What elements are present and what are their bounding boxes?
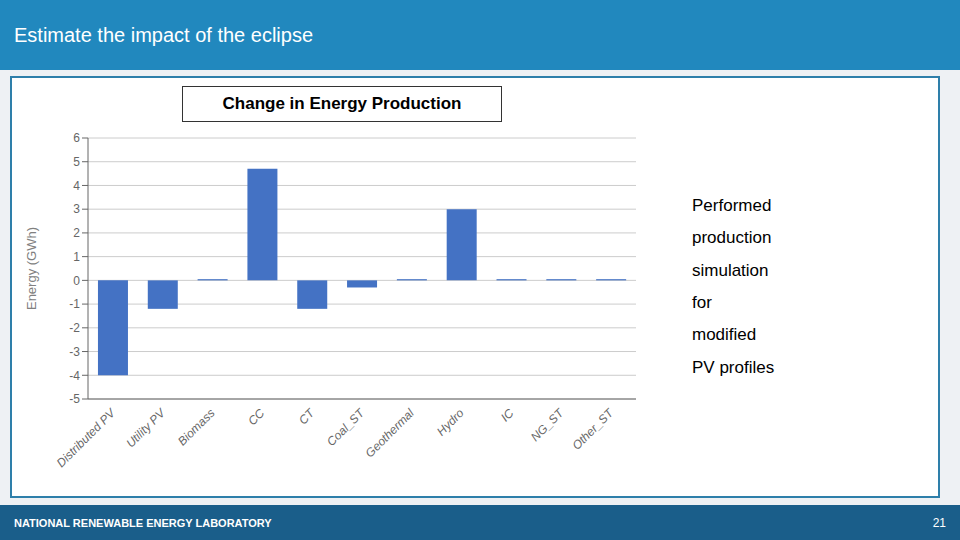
svg-text:-4: -4 <box>69 369 80 383</box>
svg-text:3: 3 <box>73 202 80 216</box>
html-text:for: for <box>692 293 712 312</box>
html-text:simulation: simulation <box>692 260 769 280</box>
svg-text:0: 0 <box>73 274 80 288</box>
svg-text:Geothermal: Geothermal <box>363 406 417 460</box>
html-text:Performed: Performed <box>692 196 772 216</box>
html-text:Estimate the impact of the ecl: Estimate the impact of the eclipse <box>14 23 313 46</box>
svg-text:Other_ST: Other_ST <box>569 405 617 453</box>
svg-text:CC: CC <box>245 406 267 428</box>
svg-text:IC: IC <box>498 406 517 425</box>
svg-text:Biomass: Biomass <box>175 406 217 448</box>
html-text:21: 21 <box>932 515 946 530</box>
svg-text:NG_ST: NG_ST <box>528 405 567 444</box>
svg-text:-5: -5 <box>69 392 80 406</box>
svg-text:1: 1 <box>73 250 80 264</box>
svg-text:6: 6 <box>73 131 80 145</box>
svg-text:5: 5 <box>73 155 80 169</box>
svg-text:4: 4 <box>73 179 80 193</box>
svg-text:Distributed PV: Distributed PV <box>54 405 119 470</box>
svg-text:Energy (GWh): Energy (GWh) <box>24 227 39 310</box>
html-text:PV profiles: PV profiles <box>692 357 775 377</box>
html-text:modified: modified <box>692 325 757 345</box>
html-text:NATIONAL RENEWABLE ENERGY LABO: NATIONAL RENEWABLE ENERGY LABORATORY <box>14 516 272 529</box>
svg-text:-2: -2 <box>69 321 80 335</box>
svg-text:Utility PV: Utility PV <box>123 405 168 450</box>
svg-text:CT: CT <box>296 405 318 427</box>
svg-text:Coal_ST: Coal_ST <box>324 405 368 449</box>
html-text:Change in Energy Production: Change in Energy Production <box>222 94 462 113</box>
svg-text:-1: -1 <box>69 297 80 311</box>
svg-text:2: 2 <box>73 226 80 240</box>
html-text:production: production <box>692 228 772 248</box>
svg-text:-3: -3 <box>69 345 80 359</box>
svg-text:Hydro: Hydro <box>434 406 467 439</box>
